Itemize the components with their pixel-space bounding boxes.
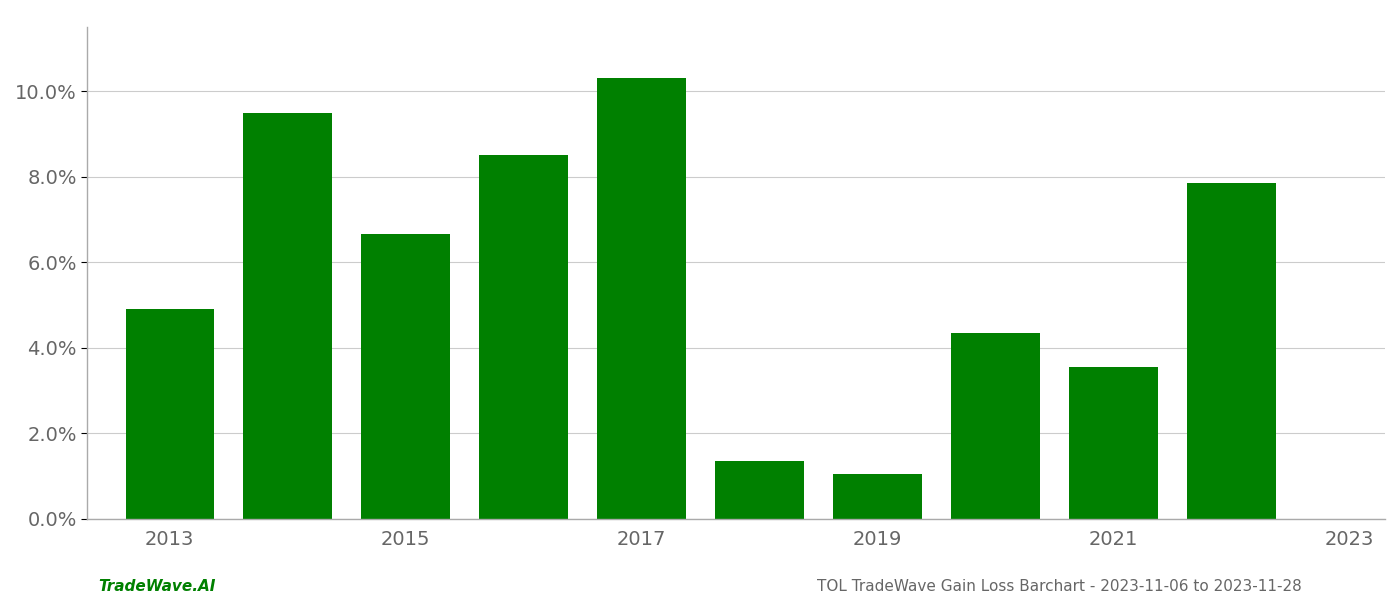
Bar — [598, 79, 686, 519]
Bar — [715, 461, 804, 519]
Bar — [361, 235, 449, 519]
Bar — [1070, 367, 1158, 519]
Bar — [479, 155, 568, 519]
Bar — [126, 310, 214, 519]
Text: TradeWave.AI: TradeWave.AI — [98, 579, 216, 594]
Text: TOL TradeWave Gain Loss Barchart - 2023-11-06 to 2023-11-28: TOL TradeWave Gain Loss Barchart - 2023-… — [818, 579, 1302, 594]
Bar — [1187, 183, 1275, 519]
Bar — [952, 333, 1040, 519]
Bar — [244, 113, 332, 519]
Bar — [833, 474, 923, 519]
